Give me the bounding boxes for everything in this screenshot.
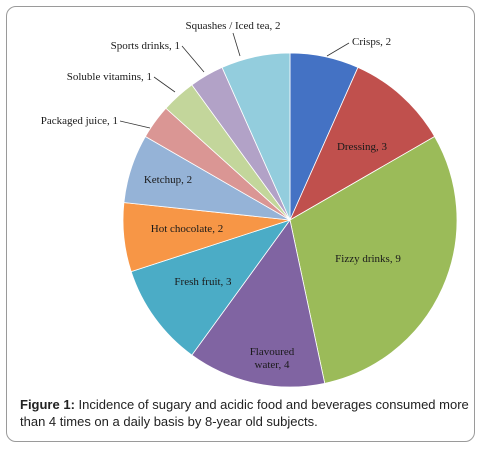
slice-label-packaged-juice: Packaged juice, 1 — [41, 115, 118, 127]
pie-slice-squashes-iced-tea — [221, 52, 291, 221]
slice-label-crisps: Crisps, 2 — [352, 36, 391, 48]
slice-label-soluble-vitamins: Soluble vitamins, 1 — [67, 71, 152, 83]
slice-label-dressing: Dressing, 3 — [337, 141, 388, 153]
leader-line-soluble-vitamins — [153, 76, 176, 93]
leader-line-crisps — [326, 42, 350, 57]
leader-line-sports-drinks — [181, 45, 205, 73]
slice-label-flavoured-water: Flavoured water, 4 — [250, 346, 295, 371]
slice-label-ketchup: Ketchup, 2 — [144, 174, 192, 186]
slice-label-squashes-iced-tea: Squashes / Iced tea, 2 — [186, 20, 281, 32]
pie-slice-flavoured-water — [191, 219, 326, 388]
caption-text: Incidence of sugary and acidic food and … — [20, 397, 469, 429]
slice-label-hot-chocolate: Hot chocolate, 2 — [151, 223, 223, 235]
caption-prefix: Figure 1: — [20, 397, 75, 412]
figure-caption: Figure 1: Incidence of sugary and acidic… — [20, 396, 472, 430]
slice-label-fresh-fruit: Fresh fruit, 3 — [174, 276, 232, 288]
leader-line-squashes-iced-tea — [232, 32, 241, 57]
leader-line-packaged-juice — [119, 120, 151, 129]
pie-slice-dressing — [289, 66, 436, 221]
pie-slice-fresh-fruit — [130, 219, 292, 356]
slice-label-sports-drinks: Sports drinks, 1 — [111, 40, 180, 52]
slice-label-fizzy-drinks: Fizzy drinks, 9 — [335, 253, 401, 265]
pie-slice-fizzy-drinks — [289, 135, 458, 384]
